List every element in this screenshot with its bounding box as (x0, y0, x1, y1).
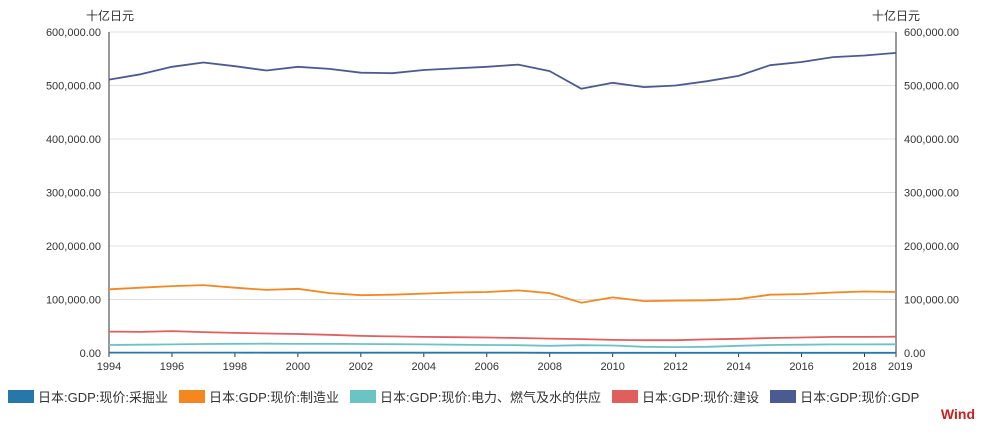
y-tick-label-right: 0.00 (904, 348, 925, 360)
x-tick-label: 2014 (726, 361, 750, 373)
x-tick-label: 2012 (663, 361, 687, 373)
y-axis-unit-left: 十亿日元 (86, 8, 134, 23)
legend-swatch (179, 389, 206, 403)
y-tick-label-left: 100,000.00 (46, 295, 101, 307)
y-tick-label-left: 400,000.00 (46, 134, 101, 146)
x-tick-label: 1998 (223, 361, 247, 373)
series-line-2 (108, 284, 897, 304)
y-tick-label-left: 300,000.00 (46, 188, 101, 200)
legend-item-2[interactable]: 日本:GDP:现价:制造业 (179, 387, 339, 406)
x-tick-label: 2008 (537, 361, 561, 373)
x-tick-label: 2000 (286, 361, 310, 373)
y-tick-label-right: 100,000.00 (904, 295, 959, 307)
legend-label: 日本:GDP:现价:采掘业 (38, 389, 169, 405)
legend-label: 日本:GDP:现价:GDP (800, 389, 920, 405)
legend-swatch (612, 389, 639, 403)
x-tick-label: 2016 (789, 361, 813, 373)
y-tick-label-left: 0.00 (80, 348, 101, 360)
x-tick-label: 2018 (852, 361, 876, 373)
y-tick-label-right: 500,000.00 (904, 81, 959, 93)
chart-legend: 日本:GDP:现价:采掘业 日本:GDP:现价:制造业 日本:GDP:现价:电力、燃… (8, 387, 930, 405)
legend-swatch (8, 389, 34, 403)
legend-label: 日本:GDP:现价:制造业 (209, 389, 340, 405)
legend-swatch (770, 389, 797, 403)
x-tick-label: 1996 (160, 361, 184, 373)
legend-item-3[interactable]: 日本:GDP:现价:电力、燃气及水的供应 (350, 387, 601, 406)
y-tick-label-right: 300,000.00 (904, 188, 959, 200)
x-tick-label: 2002 (349, 361, 373, 373)
x-tick-label: 2006 (475, 361, 499, 373)
y-axis-unit-right: 十亿日元 (872, 8, 920, 23)
wind-watermark: Wind (940, 406, 975, 422)
series-line-4 (108, 330, 897, 342)
x-tick-label: 2004 (412, 361, 436, 373)
y-tick-label-left: 600,000.00 (46, 27, 101, 39)
legend-label: 日本:GDP:现价:建设 (642, 389, 760, 405)
x-tick-label: 1994 (97, 361, 121, 373)
legend-item-1[interactable]: 日本:GDP:现价:采掘业 (8, 387, 168, 406)
x-tick-label: 2019 (888, 361, 912, 373)
legend-item-4[interactable]: 日本:GDP:现价:建设 (612, 387, 759, 406)
x-tick-label: 2010 (600, 361, 624, 373)
legend-swatch (350, 389, 377, 403)
legend-item-5[interactable]: 日本:GDP:现价:GDP (770, 387, 919, 406)
y-tick-label-right: 600,000.00 (904, 27, 959, 39)
series-line-3 (108, 342, 897, 349)
legend-label: 日本:GDP:现价:电力、燃气及水的供应 (380, 389, 602, 405)
y-tick-label-right: 400,000.00 (904, 134, 959, 146)
y-tick-label-right: 200,000.00 (904, 241, 959, 253)
y-tick-label-left: 200,000.00 (46, 241, 101, 253)
y-tick-label-left: 500,000.00 (46, 81, 101, 93)
series-line-5 (108, 52, 897, 90)
